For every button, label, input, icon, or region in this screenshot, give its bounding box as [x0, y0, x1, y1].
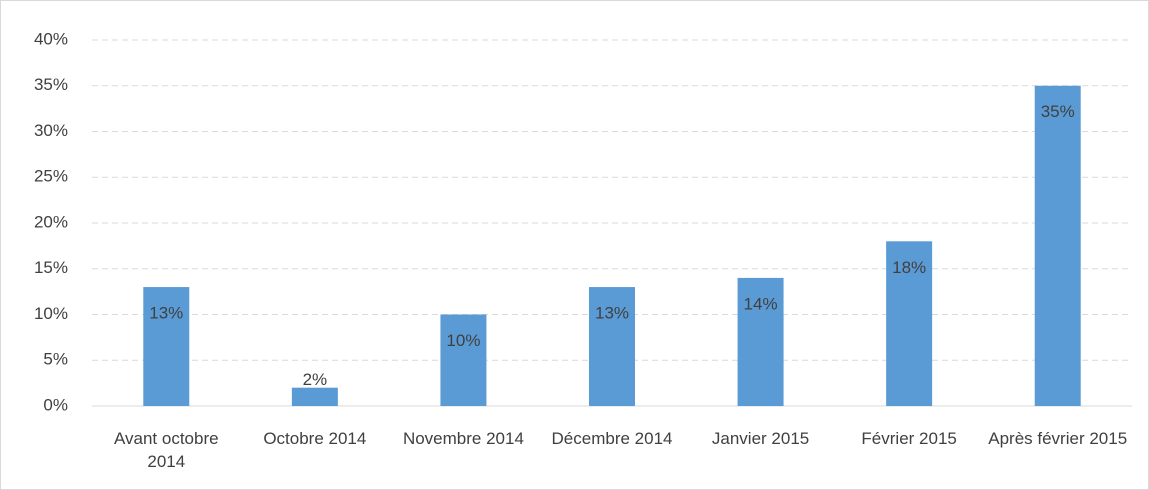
y-tick-label: 25% — [34, 167, 68, 186]
bar — [886, 241, 933, 406]
x-tick-label: Novembre 2014 — [402, 429, 524, 448]
y-tick-label: 0% — [43, 395, 68, 414]
x-tick-label: Avant octobre 2014 — [113, 429, 219, 471]
data-label: 13% — [149, 304, 183, 323]
x-tick-label: Octobre 2014 — [263, 429, 367, 448]
y-tick-label: 40% — [34, 29, 68, 48]
data-label: 10% — [446, 331, 480, 350]
data-label: 14% — [744, 294, 778, 313]
bar — [440, 314, 487, 406]
bar — [1034, 85, 1081, 406]
y-tick-label: 15% — [34, 258, 68, 277]
data-label: 18% — [892, 258, 926, 277]
x-tick-label: Janvier 2015 — [711, 429, 810, 448]
y-tick-label: 10% — [34, 304, 68, 323]
y-tick-label: 35% — [34, 75, 68, 94]
bar — [291, 387, 338, 406]
bar — [737, 277, 784, 406]
bar — [589, 287, 635, 406]
data-label: 2% — [303, 370, 328, 389]
x-tick-label: Février 2015 — [861, 429, 957, 448]
y-tick-label: 30% — [34, 121, 68, 140]
x-tick-label: Après février 2015 — [988, 429, 1128, 448]
data-label: 35% — [1041, 102, 1075, 121]
y-tick-label: 20% — [34, 212, 68, 231]
x-tick-label: Décembre 2014 — [551, 429, 673, 448]
data-label: 13% — [595, 304, 629, 323]
bar — [143, 287, 190, 406]
y-tick-label: 5% — [43, 350, 68, 369]
